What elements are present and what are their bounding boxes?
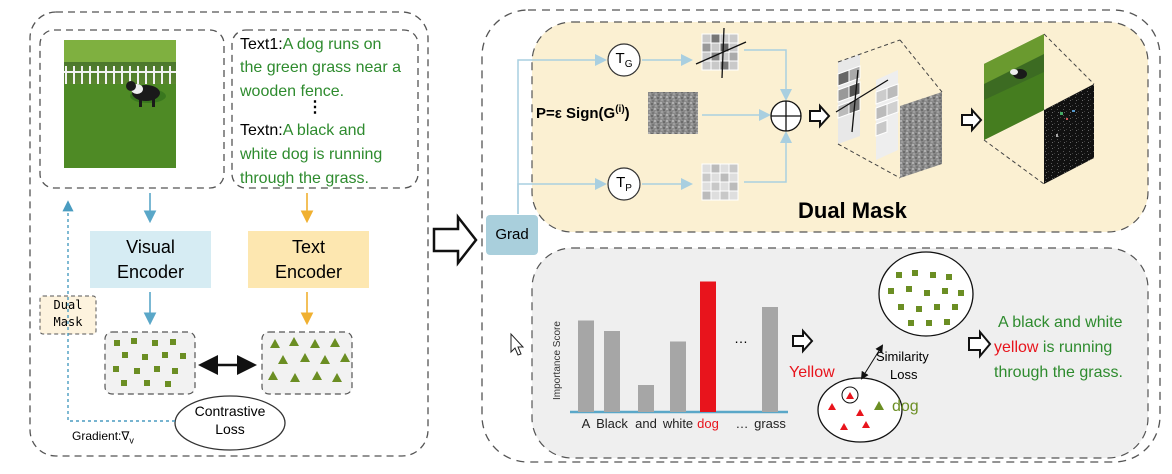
textn-line3: through the grass. <box>240 170 369 187</box>
similarity-line1: Similarity <box>876 349 929 364</box>
tick-label-and: and <box>635 416 657 431</box>
contrastive-loss-line2: Loss <box>215 421 245 437</box>
dog-label: dog <box>892 398 919 415</box>
bar-and <box>638 385 654 412</box>
formula-main: P=ε Sign(G <box>536 105 616 122</box>
text-feature-box <box>261 331 353 395</box>
grad-label: Grad <box>495 226 529 243</box>
perturbation-noise <box>648 92 698 134</box>
tg-circle <box>607 43 641 77</box>
mask-grid-tg <box>695 27 747 79</box>
dog-photo <box>64 40 176 168</box>
visual-encoder-line2: Encoder <box>116 262 185 282</box>
text1-prefix: Text1: <box>240 36 283 53</box>
bar-a <box>578 320 594 412</box>
tick-label-dog: dog <box>697 416 719 431</box>
left-outer-panel <box>29 11 429 457</box>
dog-triangle <box>874 401 884 410</box>
gradient-label: Gradient:∇ <box>72 429 130 443</box>
text-encoder-line2: Encoder <box>274 262 343 282</box>
output-word-yellow: yellow <box>994 339 1039 356</box>
hollow-arrow-main <box>432 213 478 267</box>
mask-grid-tp <box>701 163 739 201</box>
output-line1: A black and white <box>998 314 1123 331</box>
chart-y-label: Importance Score <box>552 321 563 400</box>
text-encoder-box <box>248 231 369 288</box>
bar-dog <box>700 281 716 412</box>
tick-label-white: white <box>662 416 693 431</box>
similarity-line2: Loss <box>890 367 918 382</box>
text1-line1: A dog runs on <box>282 36 382 53</box>
visual-encoder-line1: Visual <box>126 237 175 257</box>
tp-label: T <box>616 174 626 191</box>
hollow-arrow-4 <box>968 329 992 359</box>
contrastive-loss-ellipse <box>174 395 286 451</box>
dual-mask-tag-line1: Dual <box>53 298 83 312</box>
tp-sub: P <box>625 183 632 194</box>
tg-label: T <box>615 50 625 67</box>
hollow-arrow-1 <box>809 103 831 129</box>
text-encoder-line1: Text <box>291 237 325 257</box>
tick-label-grass: grass <box>754 416 786 431</box>
grad-box <box>486 215 538 255</box>
hollow-arrow-3 <box>792 328 814 354</box>
cluster-squares <box>888 270 964 326</box>
tg-sub: G <box>624 59 633 70</box>
bar-grass <box>762 307 778 412</box>
tick-label-a: A <box>582 416 591 431</box>
hollow-arrow-2 <box>961 107 983 133</box>
image-box <box>39 29 225 189</box>
dual-mask-title: Dual Mask <box>798 198 907 223</box>
tick-label-ellipsis: … <box>736 416 749 431</box>
tick-label-black: Black <box>596 416 628 431</box>
text1-line2: the green grass near a <box>240 59 401 76</box>
yellow-label: Yellow <box>789 364 835 381</box>
text-feature-triangles <box>268 337 350 382</box>
visual-feature-squares <box>113 338 186 387</box>
output-line3: through the grass. <box>994 364 1123 381</box>
formula-close: ) <box>624 105 630 122</box>
text-box <box>231 29 419 189</box>
textn-line2: white dog is running <box>240 146 383 163</box>
output-line2-rest: is running <box>1038 339 1113 356</box>
visual-encoder-box <box>90 231 211 288</box>
gradient-sub: v <box>129 435 134 446</box>
importance-chart: Importance Score A Black and white dog … grass <box>552 281 788 431</box>
tp-circle <box>607 167 641 201</box>
red-triangles <box>828 392 870 430</box>
stacked-masks <box>835 39 943 179</box>
textn-line1: A black and <box>282 122 366 139</box>
dual-mask-tag-line2: Mask <box>53 315 83 329</box>
perturbed-images <box>983 33 1095 185</box>
visual-feature-box <box>104 331 196 395</box>
contrastive-loss-line1: Contrastive <box>194 403 266 419</box>
mouse-cursor <box>510 332 525 356</box>
chart-ellipsis: … <box>734 330 748 346</box>
text1-line3: wooden fence. <box>240 83 345 100</box>
bar-black <box>604 331 620 412</box>
textn-prefix: Textn: <box>240 122 283 139</box>
formula-sup: (i) <box>615 104 625 115</box>
vertical-ellipsis: ⋮ <box>307 99 323 116</box>
bar-white <box>670 341 686 412</box>
